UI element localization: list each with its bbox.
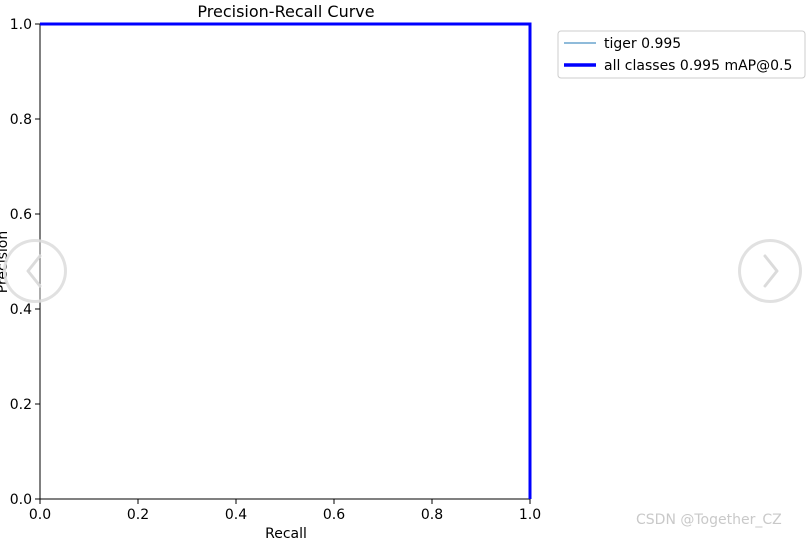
legend-box (557, 30, 806, 79)
x-axis-ticks: 0.0 0.2 0.4 0.6 0.8 1.0 (29, 499, 541, 523)
x-tick-label: 0.2 (127, 507, 149, 523)
x-tick-label: 0.6 (323, 507, 345, 523)
y-tick-label: 0.4 (10, 302, 32, 318)
watermark: CSDN @Together_CZ (636, 512, 782, 528)
plot-area (39, 23, 531, 500)
series-line-all-classes (40, 22, 532, 499)
next-image-button[interactable] (738, 239, 802, 303)
chevron-right-icon (763, 254, 779, 288)
previous-image-button[interactable] (3, 239, 67, 303)
y-tick-label: 0.0 (10, 492, 32, 508)
x-tick-label: 0.4 (225, 507, 247, 523)
y-tick-label: 0.2 (10, 397, 32, 413)
y-axis-ticks: 0.0 0.2 0.4 0.6 0.8 1.0 (10, 17, 40, 508)
plot-frame (39, 23, 531, 500)
series-lines (40, 22, 532, 499)
y-tick-label: 0.8 (10, 112, 32, 128)
x-axis-label: Recall (265, 526, 307, 540)
legend-label: all classes 0.995 mAP@0.5 (604, 58, 792, 74)
chart-title: Precision-Recall Curve (197, 2, 374, 21)
legend-label: tiger 0.995 (604, 36, 681, 52)
y-tick-label: 0.6 (10, 207, 32, 223)
x-tick-label: 1.0 (519, 507, 541, 523)
x-tick-label: 0.8 (421, 507, 443, 523)
chevron-left-icon (26, 254, 42, 288)
x-tick-label: 0.0 (29, 507, 51, 523)
legend: tiger 0.995 all classes 0.995 mAP@0.5 (557, 30, 806, 79)
y-tick-label: 1.0 (10, 17, 32, 33)
